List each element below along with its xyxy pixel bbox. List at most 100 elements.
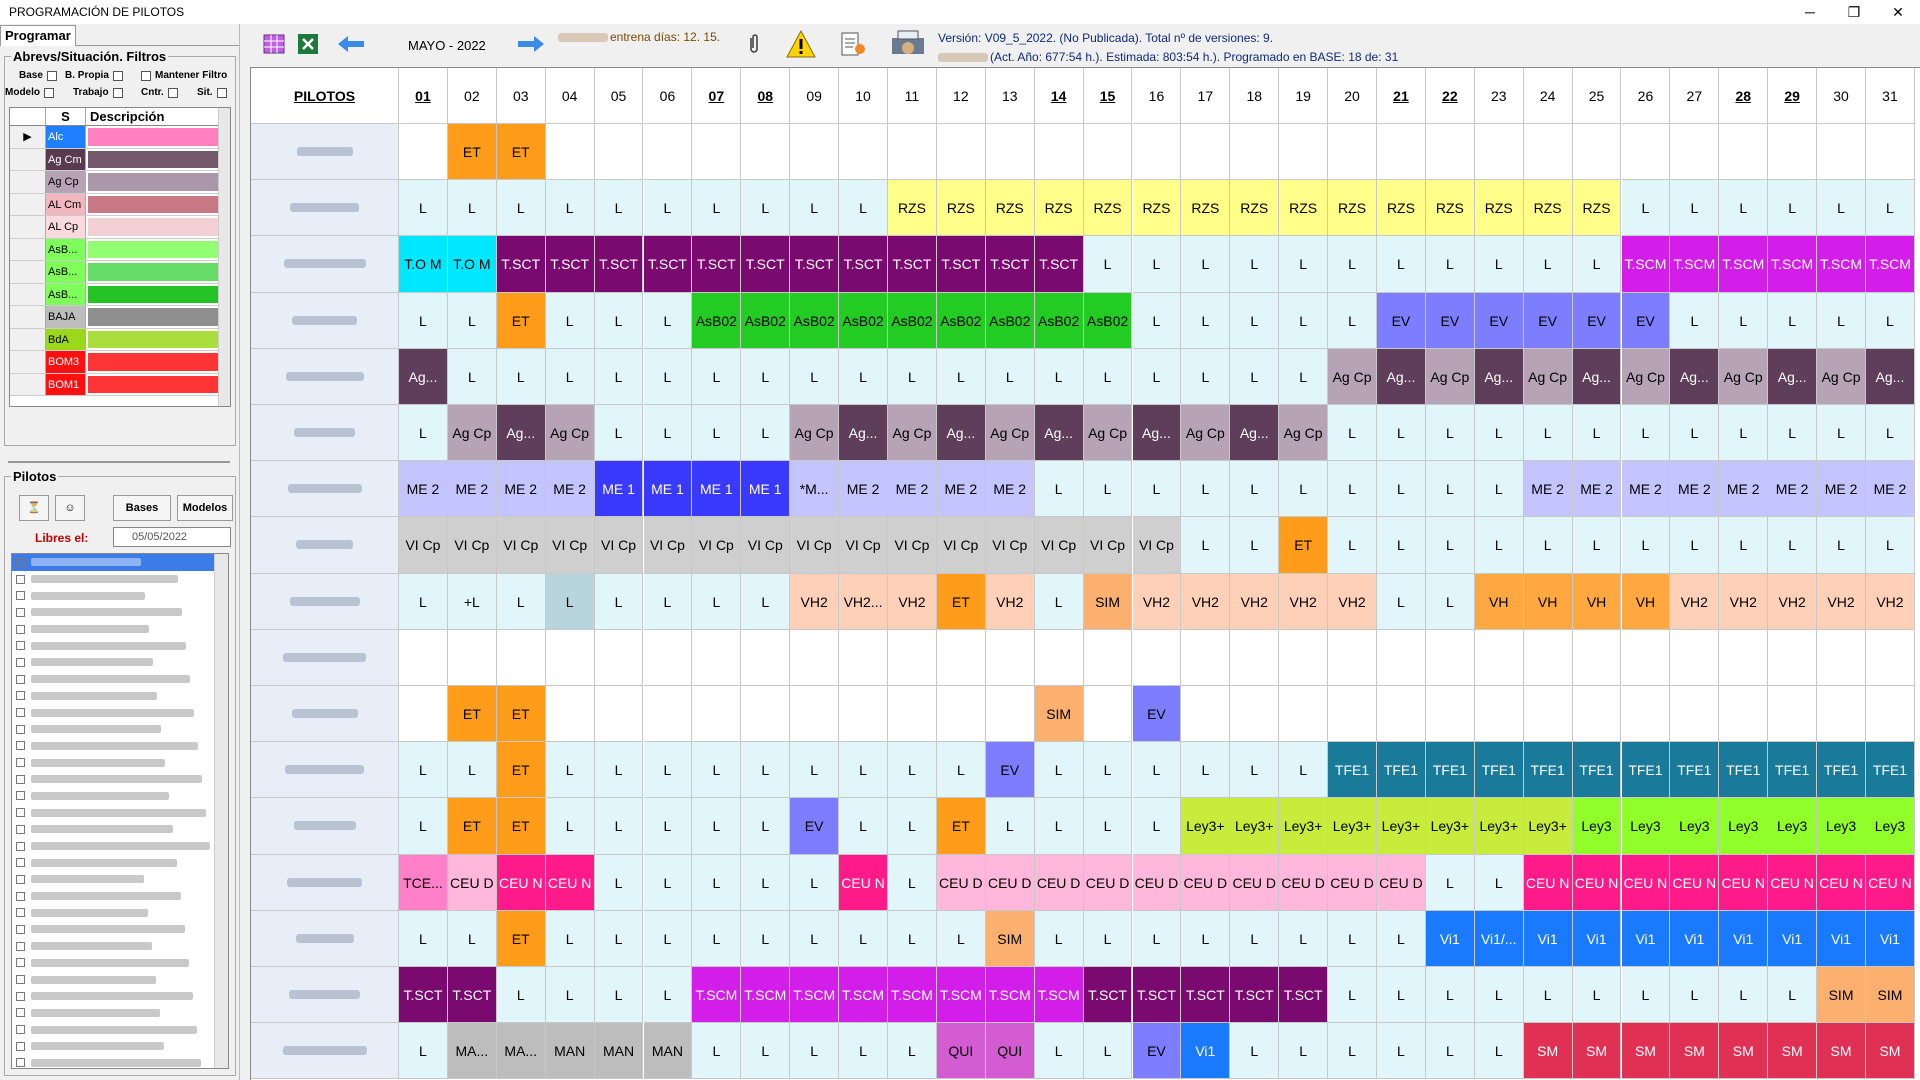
schedule-cell[interactable]: L	[643, 910, 693, 967]
modelos-button[interactable]: Modelos	[177, 495, 233, 521]
schedule-cell[interactable]	[1034, 629, 1084, 686]
schedule-cell[interactable]: RZS	[1523, 180, 1573, 237]
pilot-checkbox[interactable]	[16, 1008, 25, 1018]
schedule-cell[interactable]: L	[594, 405, 644, 462]
day-header-22[interactable]: 22	[1425, 68, 1475, 124]
schedule-cell[interactable]: RZS	[888, 180, 937, 237]
schedule-cell[interactable]: SM	[1523, 1023, 1573, 1080]
schedule-cell[interactable]: ET	[447, 124, 497, 181]
schedule-cell[interactable]	[643, 629, 693, 686]
pilot-name-cell[interactable]	[251, 292, 399, 349]
schedule-cell[interactable]	[1083, 686, 1133, 743]
schedule-cell[interactable]: L	[1132, 292, 1182, 349]
schedule-cell[interactable]: VI Cp	[936, 517, 986, 574]
schedule-cell[interactable]	[1474, 124, 1524, 181]
schedule-cell[interactable]: L	[888, 742, 937, 799]
schedule-cell[interactable]: L	[790, 910, 840, 967]
abbrev-row[interactable]: Ag Cp	[10, 171, 230, 194]
schedule-cell[interactable]: ME 2	[839, 461, 888, 518]
schedule-cell[interactable]: RZS	[1328, 180, 1377, 237]
pilot-list-item[interactable]	[12, 721, 228, 738]
schedule-cell[interactable]: L	[545, 348, 595, 405]
schedule-cell[interactable]: SIM	[1817, 967, 1866, 1024]
schedule-cell[interactable]: L	[594, 573, 644, 630]
pilot-checkbox[interactable]	[16, 557, 25, 567]
schedule-cell[interactable]	[1572, 124, 1622, 181]
pilot-name-cell[interactable]	[251, 798, 399, 855]
schedule-cell[interactable]: Ag...	[496, 405, 546, 462]
schedule-cell[interactable]: VH2	[1817, 573, 1866, 630]
schedule-cell[interactable]: AsB02	[839, 292, 888, 349]
schedule-cell[interactable]: L	[1719, 292, 1769, 349]
pilot-name-cell[interactable]	[251, 405, 399, 462]
schedule-cell[interactable]: L	[1377, 405, 1426, 462]
schedule-cell[interactable]: AsB02	[790, 292, 840, 349]
schedule-cell[interactable]: L	[545, 180, 595, 237]
day-header-12[interactable]: 12	[936, 68, 986, 124]
mantener-filtro[interactable]: Mantener Filtro	[141, 70, 227, 81]
schedule-cell[interactable]	[790, 629, 840, 686]
schedule-cell[interactable]	[1719, 686, 1769, 743]
schedule-cell[interactable]: L	[1377, 461, 1426, 518]
schedule-cell[interactable]: L	[1034, 798, 1084, 855]
schedule-cell[interactable]: L	[1328, 292, 1377, 349]
schedule-cell[interactable]	[1670, 686, 1720, 743]
schedule-cell[interactable]: ME 1	[594, 461, 644, 518]
schedule-cell[interactable]: Ley3+	[1230, 798, 1280, 855]
schedule-cell[interactable]: MAN	[643, 1023, 693, 1080]
schedule-cell[interactable]: CEU N	[1621, 854, 1671, 911]
pilot-list-item[interactable]	[12, 688, 228, 705]
schedule-cell[interactable]: T.SCT	[936, 236, 986, 293]
schedule-cell[interactable]: L	[839, 180, 888, 237]
prev-month-icon[interactable]	[336, 32, 366, 56]
pilot-list-item[interactable]	[12, 938, 228, 955]
schedule-cell[interactable]: T.SCT	[692, 236, 742, 293]
pilot-list-item[interactable]	[12, 1021, 228, 1038]
schedule-cell[interactable]	[1670, 124, 1720, 181]
schedule-cell[interactable]	[1523, 124, 1573, 181]
pilot-name-cell[interactable]	[251, 629, 399, 686]
pilot-checkbox[interactable]	[16, 874, 25, 884]
schedule-cell[interactable]: L	[1230, 517, 1280, 574]
schedule-cell[interactable]	[1328, 124, 1377, 181]
schedule-cell[interactable]: T.SCT	[496, 236, 546, 293]
trabajo-checkbox[interactable]	[112, 87, 123, 98]
schedule-cell[interactable]: L	[1181, 292, 1231, 349]
schedule-cell[interactable]	[741, 629, 791, 686]
clipboard-user-icon[interactable]	[838, 29, 868, 59]
pilot-list-item[interactable]	[12, 704, 228, 721]
schedule-cell[interactable]: ME 2	[936, 461, 986, 518]
schedule-cell[interactable]: EV	[1425, 292, 1475, 349]
schedule-cell[interactable]: VI Cp	[496, 517, 546, 574]
schedule-cell[interactable]: ME 2	[496, 461, 546, 518]
schedule-cell[interactable]: L	[1425, 573, 1475, 630]
schedule-cell[interactable]: L	[1034, 742, 1084, 799]
schedule-cell[interactable]: L	[741, 405, 791, 462]
schedule-cell[interactable]: Ley3+	[1474, 798, 1524, 855]
close-button[interactable]: ✕	[1892, 4, 1904, 20]
schedule-cell[interactable]: L	[1181, 742, 1231, 799]
schedule-cell[interactable]: L	[985, 798, 1035, 855]
col-s-header[interactable]: S	[46, 108, 86, 125]
schedule-cell[interactable]: CEU D	[1083, 854, 1133, 911]
schedule-cell[interactable]: TFE1	[1328, 742, 1377, 799]
abbrev-row[interactable]: AsB...	[10, 283, 230, 306]
schedule-cell[interactable]: VI Cp	[839, 517, 888, 574]
schedule-cell[interactable]: L	[1572, 517, 1622, 574]
schedule-cell[interactable]: L	[1474, 1023, 1524, 1080]
pilot-checkbox[interactable]	[16, 657, 25, 667]
schedule-cell[interactable]: Ag Cp	[447, 405, 497, 462]
schedule-cell[interactable]: ME 2	[985, 461, 1035, 518]
schedule-cell[interactable]: L	[1083, 1023, 1133, 1080]
schedule-cell[interactable]: L	[1670, 405, 1720, 462]
schedule-cell[interactable]: VH	[1621, 573, 1671, 630]
schedule-cell[interactable]: ME 2	[1572, 461, 1622, 518]
schedule-cell[interactable]: VI Cp	[643, 517, 693, 574]
schedule-cell[interactable]: L	[643, 405, 693, 462]
schedule-cell[interactable]: L	[1279, 348, 1329, 405]
schedule-cell[interactable]: T.SCT	[790, 236, 840, 293]
schedule-cell[interactable]	[888, 629, 937, 686]
day-header-21[interactable]: 21	[1377, 68, 1426, 124]
schedule-cell[interactable]: CEU N	[1572, 854, 1622, 911]
schedule-cell[interactable]: RZS	[1377, 180, 1426, 237]
